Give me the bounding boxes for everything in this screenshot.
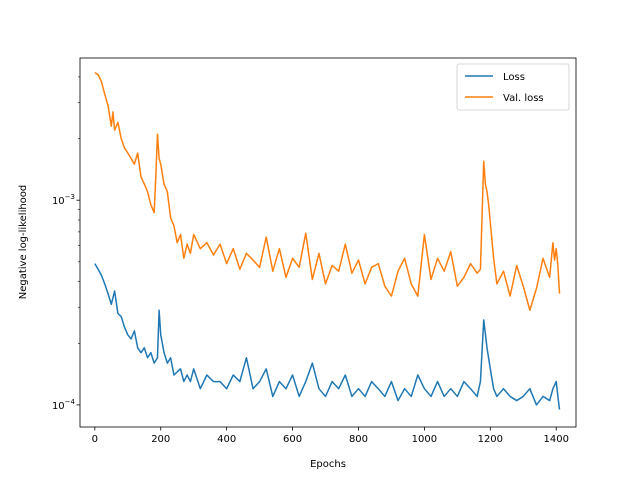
x-tick-label: 400 xyxy=(217,434,236,445)
y-tick-label: 10−4 xyxy=(52,398,76,412)
axes-frame xyxy=(79,57,577,428)
x-axis-label: Epochs xyxy=(310,459,346,470)
plot-area xyxy=(94,71,561,410)
x-tick-label: 600 xyxy=(283,434,302,445)
x-tick-label: 800 xyxy=(349,434,368,445)
x-tick-label: 1400 xyxy=(543,434,568,445)
series-line-loss xyxy=(94,263,561,410)
legend: Loss Val. loss xyxy=(456,63,570,111)
y-tick-label: 10−3 xyxy=(52,193,75,207)
x-tick-label: 0 xyxy=(92,434,98,445)
y-axis-label: Negative log-likelihood xyxy=(18,185,29,300)
legend-label-loss: Loss xyxy=(503,72,525,83)
x-tick-label: 1200 xyxy=(478,434,503,445)
axes: 0 200 400 600 800 1000 1200 1400 10−4 10−3 xyxy=(52,57,577,445)
x-tick-label: 1000 xyxy=(412,434,437,445)
legend-label-val-loss: Val. loss xyxy=(503,93,544,104)
x-tick-label: 200 xyxy=(151,434,170,445)
series-line-val-loss xyxy=(94,71,561,311)
